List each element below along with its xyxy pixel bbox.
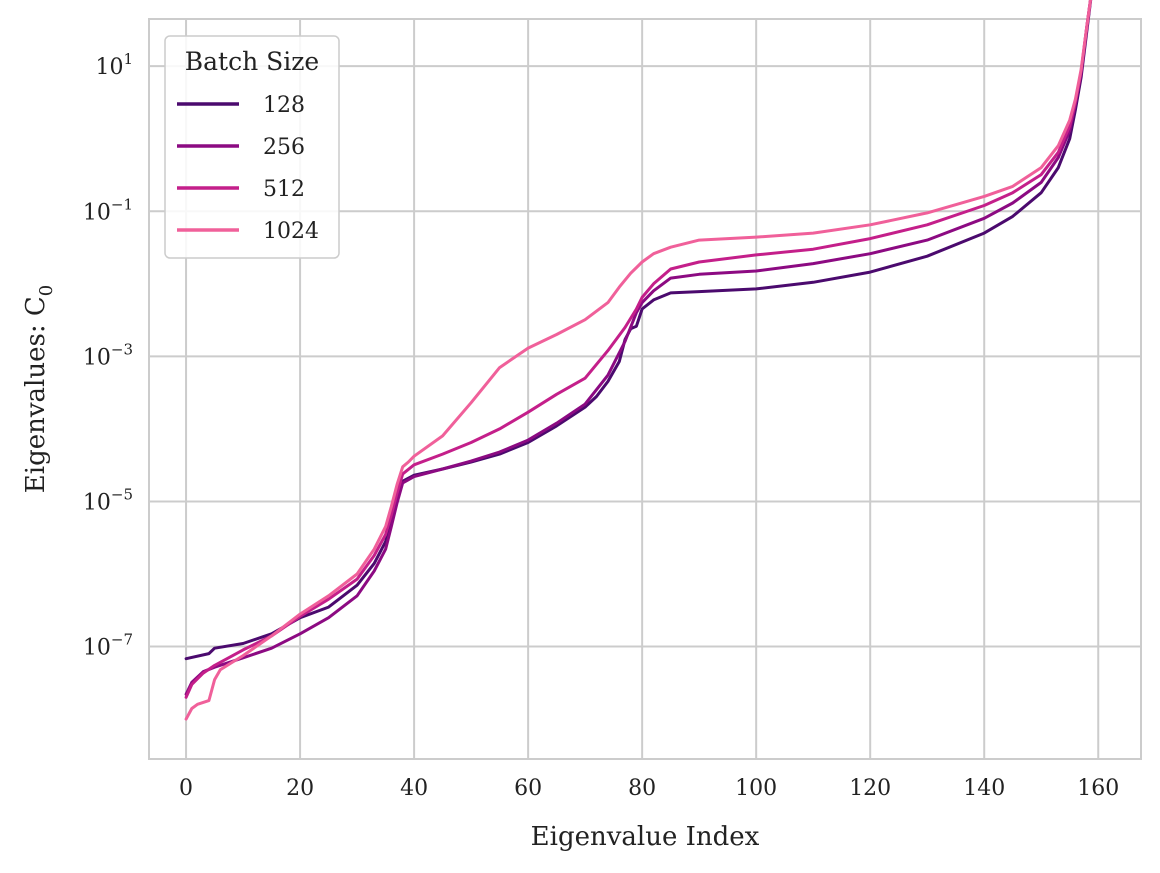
y-tick-label: 10−7 [83, 631, 133, 661]
y-tick-label: 10−3 [83, 340, 133, 370]
legend-items: 128 256 512 1024 [177, 93, 319, 244]
y-axis-title-subscript: 0 [36, 285, 57, 296]
x-tick-label: 120 [849, 776, 891, 801]
legend: Batch Size 128 256 512 1024 [164, 35, 340, 259]
y-axis-title: Eigenvalues: C0 [21, 285, 57, 493]
x-tick-labels: 0 20 40 60 80 100 120 140 160 [179, 776, 1119, 801]
legend-label: 256 [263, 135, 305, 160]
series-line-256 [184, 0, 1092, 696]
x-tick-label: 20 [286, 776, 314, 801]
legend-title: Batch Size [185, 47, 319, 76]
x-tick-label: 140 [963, 776, 1005, 801]
y-axis-title-group: Eigenvalues: C0 [21, 285, 57, 493]
y-tick-label: 101 [95, 50, 133, 80]
legend-label: 512 [263, 177, 305, 202]
x-tick-label: 80 [628, 776, 656, 801]
legend-box [164, 35, 340, 259]
series-line-512 [184, 0, 1092, 699]
series-line-1024 [184, 0, 1092, 721]
x-tick-label: 160 [1077, 776, 1119, 801]
legend-label: 128 [263, 93, 305, 118]
x-axis-title: Eigenvalue Index [531, 822, 760, 852]
x-tick-label: 0 [179, 776, 193, 801]
y-tick-labels: 101 10−1 10−3 10−5 10−7 [83, 50, 133, 660]
x-tick-label: 60 [514, 776, 542, 801]
x-tick-label: 100 [735, 776, 777, 801]
x-tick-label: 40 [400, 776, 428, 801]
plot-frame [148, 18, 1142, 760]
legend-label: 1024 [263, 219, 319, 244]
y-axis-title-main: Eigenvalues: C [21, 296, 51, 493]
series-group [184, 0, 1093, 721]
grid [149, 19, 1141, 759]
y-tick-label: 10−5 [83, 485, 133, 515]
series-line-128 [184, 0, 1093, 661]
y-tick-label: 10−1 [83, 195, 133, 225]
